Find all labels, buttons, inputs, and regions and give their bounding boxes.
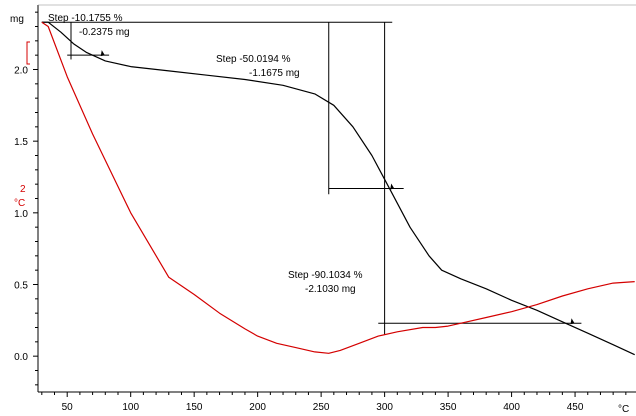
x-tick-label: 300 [376, 402, 393, 413]
step-marker-icon [570, 318, 575, 325]
svg-text:-0.2375 mg: -0.2375 mg [79, 27, 130, 38]
x-tick-label: 400 [503, 402, 520, 413]
y-tick-label: 1.0 [14, 209, 28, 220]
red-axis-bracket [26, 41, 30, 65]
x-tick-label: 50 [62, 402, 74, 413]
y-tick-label: 0.5 [14, 281, 28, 292]
y-left-unit: mg [10, 14, 24, 25]
y-right-label: 2 [20, 184, 26, 195]
svg-text:Step -90.1034 %: Step -90.1034 % [288, 270, 363, 281]
x-tick-label: 250 [313, 402, 330, 413]
step-annotation-3: Step -90.1034 % -2.1030 mg [288, 270, 363, 295]
svg-text:Step -50.0194 %: Step -50.0194 % [216, 54, 291, 65]
y-tick-label: 2.0 [14, 66, 28, 77]
y-tick-label: 1.5 [14, 137, 28, 148]
x-tick-label: 100 [122, 402, 139, 413]
ticks: 50 100 150 200 250 300 350 400 450 0.0 0.5 1.0 1.5 2.… [14, 11, 627, 413]
series [41, 21, 635, 356]
step-marker-icon [100, 50, 105, 57]
x-tick-label: 150 [186, 402, 203, 413]
svg-text:-1.1675 mg: -1.1675 mg [249, 68, 300, 79]
y-tick-label: 0.0 [14, 352, 28, 363]
x-tick-label: 350 [440, 402, 457, 413]
temperature-curve-red [41, 21, 635, 354]
step-annotation-2: Step -50.0194 % -1.1675 mg [216, 54, 300, 79]
svg-text:Step -10.1755 %: Step -10.1755 % [48, 13, 123, 24]
step-marker-icon [390, 183, 395, 190]
step-annotation-1: Step -10.1755 % -0.2375 mg [48, 13, 130, 38]
y-right-unit: °C [14, 198, 25, 209]
svg-text:-2.1030 mg: -2.1030 mg [305, 284, 356, 295]
x-unit-label: °C [618, 404, 629, 415]
x-tick-label: 450 [567, 402, 584, 413]
x-tick-label: 200 [249, 402, 266, 413]
